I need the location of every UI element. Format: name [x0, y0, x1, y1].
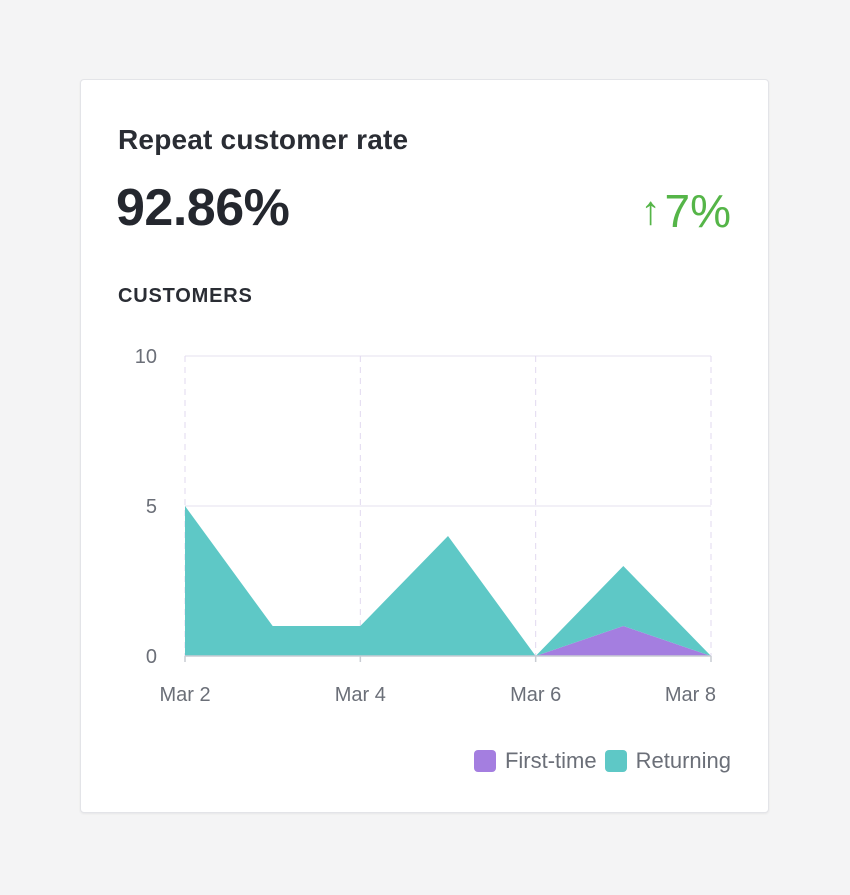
x-tick-label-0: Mar 2: [159, 684, 210, 706]
legend-swatch: [473, 750, 496, 772]
arrow-up-icon: ↑: [640, 189, 661, 233]
y-tick-label-0: 0: [146, 646, 157, 668]
section-label: CUSTOMERS: [118, 285, 253, 307]
chart-legend: First-time Returning: [473, 748, 731, 774]
series-area-first-time: [185, 626, 711, 656]
card-title: Repeat customer rate: [118, 124, 409, 155]
x-tick-label-6: Mar 8: [665, 684, 716, 706]
legend-swatch: [604, 750, 627, 772]
legend-label: Returning: [635, 748, 731, 773]
customers-area-chart: 0 5 10 Mar 2 Mar 4 Mar 6 Mar 8: [135, 346, 716, 706]
legend-item-first-time: First-time: [473, 748, 597, 774]
x-tick-label-4: Mar 6: [510, 684, 561, 706]
series-area-returning: [185, 506, 711, 656]
repeat-rate-value: 92.86%: [116, 179, 290, 237]
x-tick-label-2: Mar 4: [335, 684, 386, 706]
y-tick-label-10: 10: [135, 346, 157, 368]
legend-item-returning: Returning: [604, 748, 731, 774]
change-indicator: ↑ 7%: [641, 184, 731, 238]
y-tick-label-5: 5: [146, 496, 157, 518]
legend-label: First-time: [504, 748, 597, 773]
repeat-customer-rate-card: Repeat customer rate 92.86% ↑ 7% CUSTOME…: [80, 79, 769, 813]
change-value: 7%: [664, 185, 731, 237]
